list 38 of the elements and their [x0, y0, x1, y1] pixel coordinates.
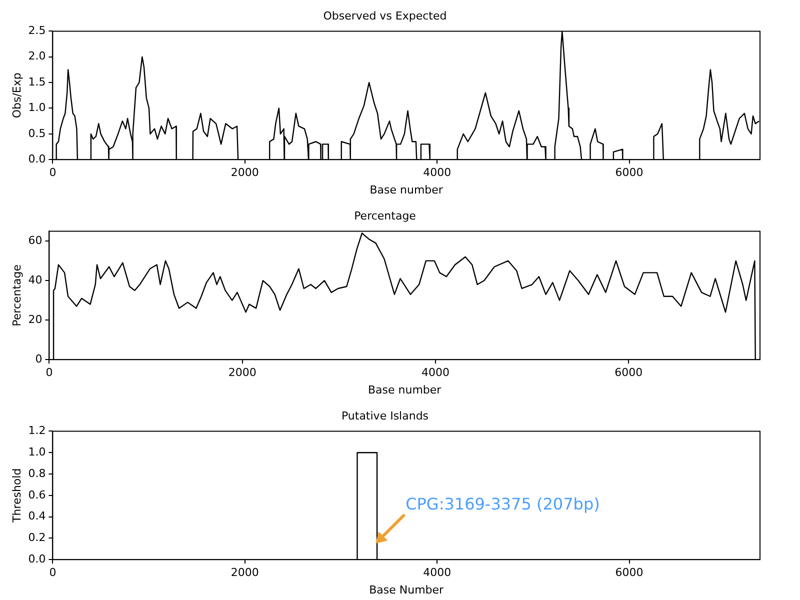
y-tick-label: 0.6: [28, 488, 46, 502]
x-tick-label: 6000: [615, 166, 644, 180]
y-tick-label: 0.4: [28, 510, 46, 523]
chart-title: Putative Islands: [341, 409, 429, 422]
x-tick-label: 2000: [230, 566, 259, 580]
x-tick-label: 4000: [423, 566, 452, 580]
y-tick-label: 2.5: [28, 24, 46, 38]
y-tick-label: 0.8: [28, 466, 46, 480]
annotation: CPG:3169-3375 (207bp): [406, 494, 600, 514]
x-tick-label: 0: [49, 166, 56, 180]
x-tick-label: 2000: [228, 366, 256, 380]
chart-title: Observed vs Expected: [323, 9, 447, 22]
x-tick-label: 2000: [230, 166, 259, 180]
x-tick-label: 0: [49, 566, 56, 580]
y-tick-label: 40: [28, 273, 42, 286]
x-tick-label: 4000: [422, 366, 450, 380]
y-tick-label: 60: [28, 234, 42, 247]
y-tick-label: 0: [35, 352, 42, 366]
x-tick-label: 6000: [615, 566, 644, 580]
y-tick-label: 0.0: [28, 552, 46, 566]
y-tick-label: 20: [28, 312, 42, 326]
y-axis-title: Percentage: [10, 264, 24, 326]
y-tick-label: 0.5: [28, 126, 46, 140]
y-axis-title: Obs/Exp: [10, 72, 24, 118]
x-axis-title: Base Number: [369, 583, 444, 596]
x-axis-title: Base number: [370, 183, 444, 196]
y-tick-label: 0.0: [28, 152, 46, 166]
y-tick-label: 1.2: [28, 424, 46, 438]
y-tick-label: 1.5: [28, 75, 46, 88]
y-tick-label: 0.2: [28, 531, 46, 544]
y-axis-title: Threshold: [10, 468, 24, 524]
x-tick-label: 4000: [423, 166, 452, 180]
x-axis-title: Base number: [368, 383, 442, 396]
x-tick-label: 6000: [614, 366, 643, 380]
y-tick-label: 1.0: [28, 101, 46, 114]
chart-title: Percentage: [354, 209, 416, 222]
y-tick-label: 1.0: [28, 445, 46, 458]
y-tick-label: 2.0: [28, 50, 46, 63]
